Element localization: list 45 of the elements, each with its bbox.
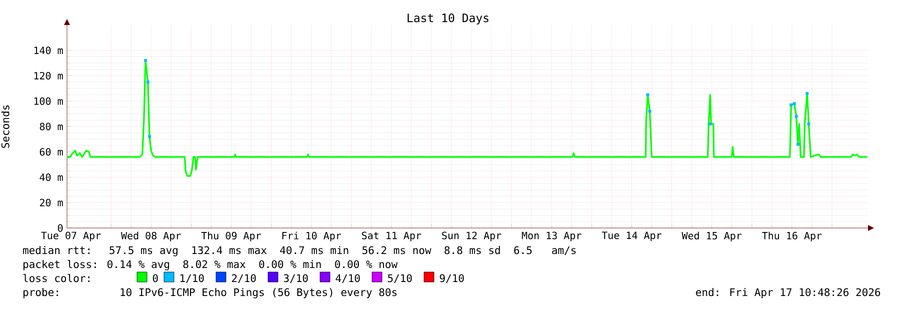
text: median rtt: 57.5 ms avg 132.4 ms max 40.7 ms min 56.2 ms now 8.8 ms sd 6.5 am/s <box>23 246 576 256</box>
point <box>790 103 793 106</box>
text: end: Fri Apr 17 10:48:26 2026 <box>696 288 880 298</box>
point <box>807 122 810 126</box>
point <box>708 122 712 126</box>
point <box>806 92 809 96</box>
legend-label: 4/10 <box>336 274 360 283</box>
point <box>796 142 800 146</box>
point <box>144 59 147 62</box>
y-tick-label: 20 m <box>40 198 63 206</box>
point <box>648 110 652 113</box>
x-tick-label: Thu 09 Apr <box>201 232 261 242</box>
y-tick-label: 140 m <box>34 46 63 54</box>
legend-label: 9/10 <box>440 274 464 283</box>
y-tick-label: 80 m <box>40 122 63 130</box>
y-axis-title: Seconds <box>1 105 10 148</box>
text: probe: 10 IPv6-ICMP Echo Pings (56 Bytes) every 80s <box>23 288 397 298</box>
legend-label: 0 <box>152 274 158 282</box>
point <box>646 93 650 96</box>
legend-label: 2/10 <box>232 274 256 283</box>
x-tick-label: Fri 10 Apr <box>282 232 342 242</box>
x-tick-label: Thu 16 Apr <box>762 232 822 242</box>
x-tick-label: Wed 15 Apr <box>682 232 742 242</box>
point <box>146 80 150 84</box>
x-tick-label: Wed 08 Apr <box>121 232 181 242</box>
chart-title: Last 10 Days <box>408 14 488 24</box>
x-tick-label: Sat 11 Apr <box>362 232 422 242</box>
point <box>148 135 151 138</box>
x-tick-label: Sun 12 Apr <box>442 232 502 242</box>
y-tick-label: 60 m <box>40 148 63 156</box>
y-tick-label: 40 m <box>40 173 63 182</box>
y-tick-label: 100 m <box>34 97 63 105</box>
line-series <box>66 60 868 177</box>
legend-label: 5/10 <box>388 274 412 283</box>
x-tick-label: Mon 13 Apr <box>522 232 582 242</box>
y-tick-label: 120 m <box>34 72 63 80</box>
y-tick-label: 0 <box>58 224 63 232</box>
point <box>792 102 796 106</box>
point <box>794 114 798 118</box>
legend-label: 3/10 <box>284 274 308 283</box>
text: packet loss: 0.14 % avg 8.02 % max 0.00 % min 0.00 % now <box>23 260 398 270</box>
x-tick-label: Tue 07 Apr <box>41 232 101 242</box>
legend-label: 1/10 <box>180 274 204 283</box>
x-tick-label: Tue 14 Apr <box>602 232 662 242</box>
text: loss color: <box>23 274 90 282</box>
